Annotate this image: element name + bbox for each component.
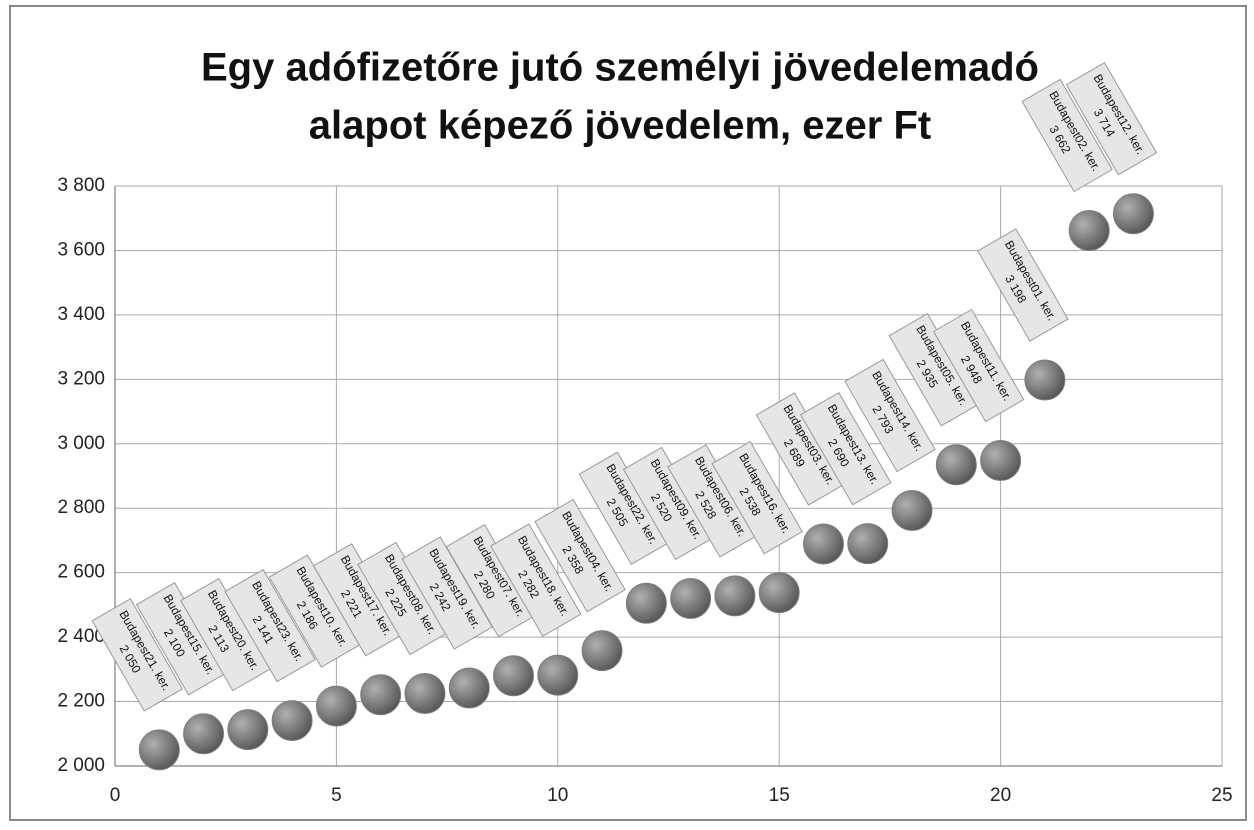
bubble (227, 709, 269, 751)
bubble (847, 523, 889, 565)
bubble (1112, 193, 1154, 235)
frame (9, 5, 1247, 821)
label-box (844, 358, 936, 473)
bubble (138, 729, 180, 771)
data-label: Budapest13. ker.2 690 (800, 391, 892, 506)
bubble (802, 523, 844, 565)
label-box (534, 498, 626, 613)
bubble (758, 572, 800, 614)
label-box (711, 440, 803, 555)
y-tick-label: 2 400 (57, 626, 105, 647)
x-tick-label: 25 (1211, 785, 1232, 806)
bubble (670, 577, 712, 619)
data-label: Budapest01. ker.3 198 (977, 228, 1069, 342)
chart-title: Egy adófizetőre jutó személyi jövedelema… (201, 46, 1039, 90)
label-box (91, 598, 184, 712)
label-box (490, 523, 582, 637)
label-box (1021, 78, 1113, 193)
x-tick-label: 10 (547, 785, 568, 806)
x-tick-label: 0 (110, 785, 121, 806)
y-tick-label: 3 800 (57, 175, 105, 196)
chart-title: alapot képező jövedelem, ezer Ft (309, 104, 931, 148)
bubble (1024, 359, 1066, 401)
label-box (1065, 61, 1158, 176)
bubble (625, 582, 667, 624)
bubble (891, 489, 933, 531)
bubble (493, 655, 535, 697)
y-tick-label: 3 600 (57, 239, 105, 260)
bubble (448, 667, 490, 709)
x-tick-label: 20 (990, 785, 1011, 806)
label-box (932, 308, 1025, 423)
y-tick-label: 2 200 (57, 691, 105, 712)
bubble (581, 630, 623, 672)
bubble (980, 440, 1022, 482)
x-tick-label: 15 (769, 785, 790, 806)
bubble (360, 674, 402, 716)
data-label: Budapest14. ker.2 793 (844, 358, 936, 473)
y-tick-label: 2 800 (57, 497, 105, 518)
y-tick-label: 2 600 (57, 562, 105, 583)
bubble (714, 575, 756, 617)
bubble (404, 673, 446, 714)
y-tick-label: 3 400 (57, 304, 105, 325)
label-box (800, 391, 892, 506)
y-tick-label: 2 000 (57, 755, 105, 776)
y-tick-label: 3 000 (57, 433, 105, 454)
bubble (183, 713, 225, 755)
bubble (315, 685, 357, 727)
label-box (224, 568, 316, 683)
bubble (537, 654, 579, 696)
x-tick-label: 5 (331, 785, 342, 806)
label-box (977, 228, 1069, 342)
y-tick-label: 3 200 (57, 368, 105, 389)
bubble (1068, 209, 1110, 251)
bubble (935, 444, 977, 486)
bubble (271, 700, 313, 742)
